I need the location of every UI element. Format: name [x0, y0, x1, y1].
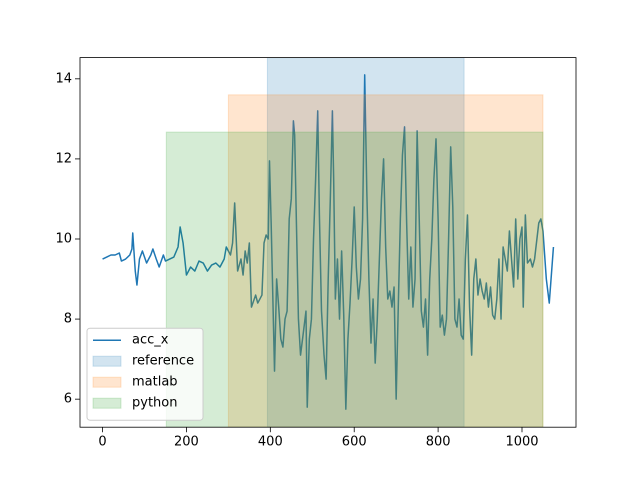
x-tick-label: 400	[258, 435, 283, 450]
legend-label: python	[132, 396, 177, 411]
y-tick-label: 14	[55, 71, 72, 86]
data-line	[102, 74, 555, 410]
legend-label: acc_x	[132, 333, 169, 348]
span	[227, 94, 544, 428]
legend-label: reference	[132, 354, 194, 369]
x-tick-label: 1000	[505, 435, 538, 450]
x-tick-label: 800	[426, 435, 451, 450]
span	[165, 131, 544, 428]
span	[266, 57, 465, 428]
y-tick-label: 10	[55, 231, 72, 246]
legend-swatch	[92, 376, 122, 388]
plot-area	[102, 57, 555, 428]
x-tick-label: 600	[342, 435, 367, 450]
y-tick-label: 6	[64, 392, 72, 407]
axes: 0 200 400 600 800 1000 6 8 10 12 14 acc_x reference m…	[55, 57, 577, 450]
axes-frame	[79, 57, 577, 428]
y-tick-label: 8	[64, 312, 72, 327]
x-tick-label: 0	[98, 435, 106, 450]
legend-frame	[86, 327, 204, 421]
y-tick-label: 12	[55, 151, 72, 166]
legend-swatch	[92, 355, 122, 367]
x-tick-label: 200	[174, 435, 199, 450]
legend-label: matlab	[132, 375, 178, 390]
legend-swatch	[92, 397, 122, 409]
